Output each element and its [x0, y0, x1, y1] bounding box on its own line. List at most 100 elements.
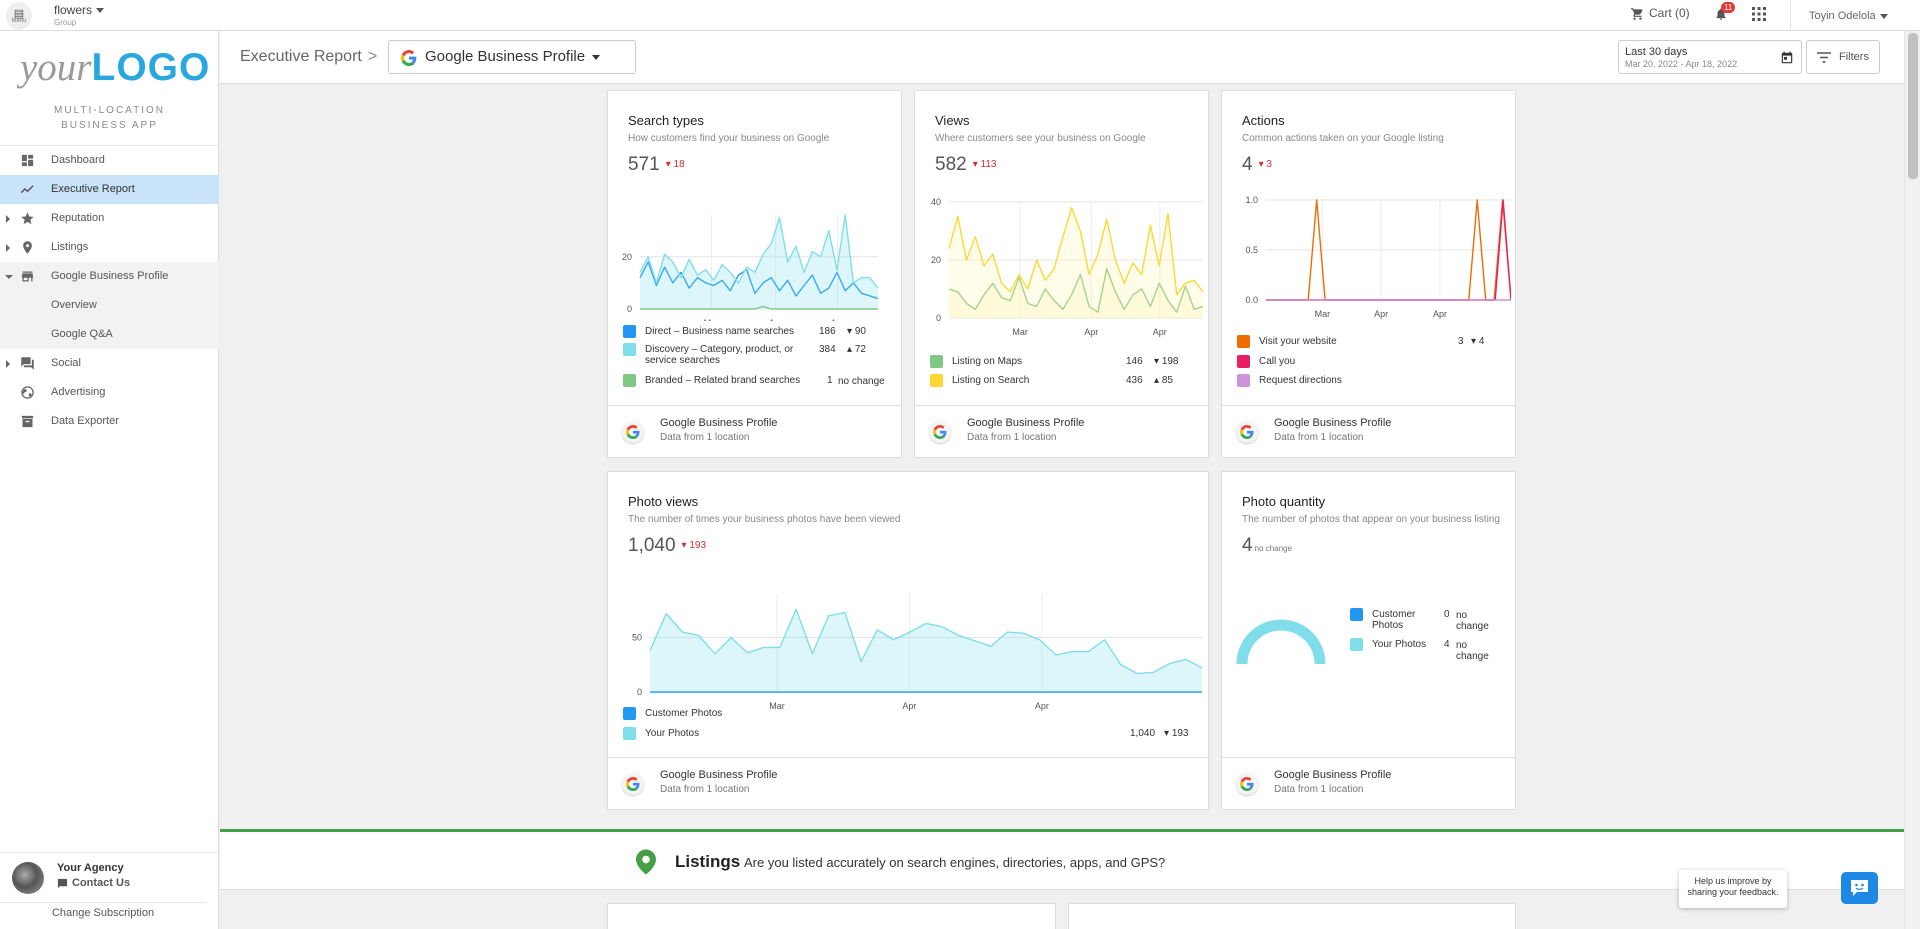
trending-icon	[20, 185, 34, 194]
x-tick-label: Mar	[1315, 309, 1331, 319]
cart-icon	[1631, 7, 1643, 20]
x-tick-label: Mar	[1012, 327, 1028, 337]
x-tick-label: Apr	[1084, 327, 1098, 337]
sidebar-item-label: Google Q&A	[51, 328, 113, 340]
views-card: Views Where customers see your business …	[914, 90, 1209, 458]
views-chart[interactable]: 0 20 40 Mar Apr Apr	[923, 181, 1203, 341]
card-description: Common actions taken on your Google list…	[1242, 133, 1444, 144]
location-pin-icon	[23, 241, 32, 254]
user-menu[interactable]: Toyin Odelola	[1790, 0, 1894, 31]
data-source: Google Business Profile	[660, 769, 778, 781]
sidebar-item-executive-report[interactable]: Executive Report	[0, 175, 219, 204]
data-source: Google Business Profile	[1274, 769, 1392, 781]
legend-swatch	[623, 707, 636, 720]
chat-icon	[21, 357, 34, 370]
card-title: Actions	[1242, 113, 1285, 128]
legend-delta: no change	[1456, 640, 1489, 662]
feedback-button[interactable]	[1841, 872, 1878, 904]
photo-views-chart[interactable]: 0 50 Mar Apr Apr	[614, 584, 1204, 714]
feedback-prompt[interactable]: Help us improve by sharing your feedback…	[1679, 870, 1787, 908]
expand-arrow-icon	[6, 244, 10, 252]
x-tick-label: Apr	[769, 318, 783, 321]
x-tick-label: Mar	[769, 701, 785, 711]
breadcrumb[interactable]: Executive Report >	[240, 48, 377, 66]
legend-delta: ▾ 193	[1164, 728, 1189, 739]
menu-button[interactable]: ▤ Menu	[6, 2, 32, 30]
y-tick-label: 0.0	[1245, 295, 1258, 305]
legend-swatch	[1350, 608, 1363, 621]
series-line-branded	[640, 305, 878, 310]
card-title: Views	[935, 113, 970, 128]
account-type: Group	[54, 18, 77, 27]
legend-delta: ▾ 4	[1471, 336, 1485, 347]
card-title: Search types	[628, 113, 704, 128]
listings-section-header: Listings Are you listed accurately on se…	[220, 829, 1904, 890]
donut-slice-your-photos[interactable]	[1236, 619, 1326, 665]
notification-badge: 11	[1721, 2, 1736, 13]
total-delta: no change	[1254, 544, 1292, 553]
legend-delta: ▴ 85	[1154, 375, 1173, 386]
y-tick-label: 1.0	[1245, 195, 1258, 205]
x-tick-label: Apr	[1374, 309, 1388, 319]
x-tick-label: Apr	[1433, 309, 1447, 319]
app-tagline: MULTI-LOCATION BUSINESS APP	[54, 105, 165, 131]
notifications-button[interactable]: 11	[1714, 2, 1736, 25]
agency-name: Your Agency	[57, 862, 124, 874]
sidebar-item-label: Reputation	[51, 212, 105, 224]
sidebar-item-data-exporter[interactable]: Data Exporter	[0, 407, 219, 436]
card-footer: Google Business Profile Data from 1 loca…	[915, 405, 1208, 457]
card-description: Where customers see your business on Goo…	[935, 133, 1146, 144]
card-total: 4 ▾ 3	[1242, 154, 1272, 175]
dashboard-icon	[21, 154, 34, 167]
legend-swatch	[623, 374, 636, 387]
sidebar-item-advertising[interactable]: Advertising	[0, 378, 219, 407]
date-range-picker[interactable]: Last 30 days Mar 20, 2022 - Apr 18, 2022	[1618, 40, 1802, 74]
card-footer: Google Business Profile Data from 1 loca…	[608, 757, 1208, 809]
page-scrollbar[interactable]	[1904, 31, 1920, 929]
legend-swatch	[930, 374, 943, 387]
data-source: Google Business Profile	[660, 417, 778, 429]
sidebar-item-overview[interactable]: Overview	[0, 291, 219, 320]
brand-logo[interactable]: yourLOGO	[20, 46, 211, 89]
card-title: Photo quantity	[1242, 494, 1326, 509]
total-delta: ▾ 113	[972, 159, 997, 171]
sidebar-item-listings[interactable]: Listings	[0, 233, 219, 262]
account-switcher[interactable]: flowers Group	[54, 3, 105, 27]
sidebar-item-label: Dashboard	[51, 154, 105, 166]
product-select[interactable]: Google Business Profile	[388, 40, 636, 74]
chevron-down-icon	[592, 54, 601, 60]
cart-label: Cart (0)	[1649, 6, 1690, 20]
contact-us-link[interactable]: Contact Us	[57, 877, 130, 889]
storefront-icon	[21, 271, 34, 282]
sidebar-item-social[interactable]: Social	[0, 349, 219, 378]
menu-label: Menu	[11, 18, 27, 24]
sidebar-item-google-qa[interactable]: Google Q&A	[0, 320, 219, 349]
card-title: Photo views	[628, 494, 699, 509]
agency-footer: Your Agency Contact Us Change Subscripti…	[0, 852, 219, 929]
photo-quantity-card: Photo quantity The number of photos that…	[1221, 471, 1516, 810]
legend-swatch	[623, 325, 636, 338]
legend-value: 0	[1444, 609, 1450, 620]
cart-button[interactable]: Cart (0)	[1630, 6, 1690, 21]
legend-swatch	[623, 727, 636, 740]
filters-button[interactable]: Filters	[1806, 40, 1880, 74]
card-total: 1,040 ▾ 193	[628, 535, 707, 556]
sidebar-item-reputation[interactable]: Reputation	[0, 204, 219, 233]
data-source: Google Business Profile	[967, 417, 1085, 429]
listings-card-placeholder	[607, 903, 1056, 929]
google-g-icon	[401, 50, 417, 66]
card-footer: Google Business Profile Data from 1 loca…	[608, 405, 901, 457]
change-subscription-link[interactable]: Change Subscription	[0, 902, 206, 919]
series-line-discovery	[639, 214, 879, 289]
sidebar-item-dashboard[interactable]: Dashboard	[0, 146, 219, 175]
card-footer: Google Business Profile Data from 1 loca…	[1222, 757, 1515, 809]
series-line-your-photos	[649, 608, 1203, 675]
sidebar-item-google-business-profile[interactable]: Google Business Profile	[0, 262, 219, 291]
legend-delta: ▾ 198	[1154, 356, 1179, 367]
search-types-chart[interactable]: 0 20 Mar Apr Apr	[616, 191, 886, 321]
photo-quantity-donut[interactable]	[1236, 607, 1326, 667]
apps-grid-button[interactable]	[1752, 7, 1766, 24]
scrollbar-thumb[interactable]	[1908, 33, 1918, 179]
series-line-listing-on-search	[948, 207, 1203, 296]
actions-chart[interactable]: 0.0 0.5 1.0 Mar Apr Apr	[1226, 181, 1511, 351]
